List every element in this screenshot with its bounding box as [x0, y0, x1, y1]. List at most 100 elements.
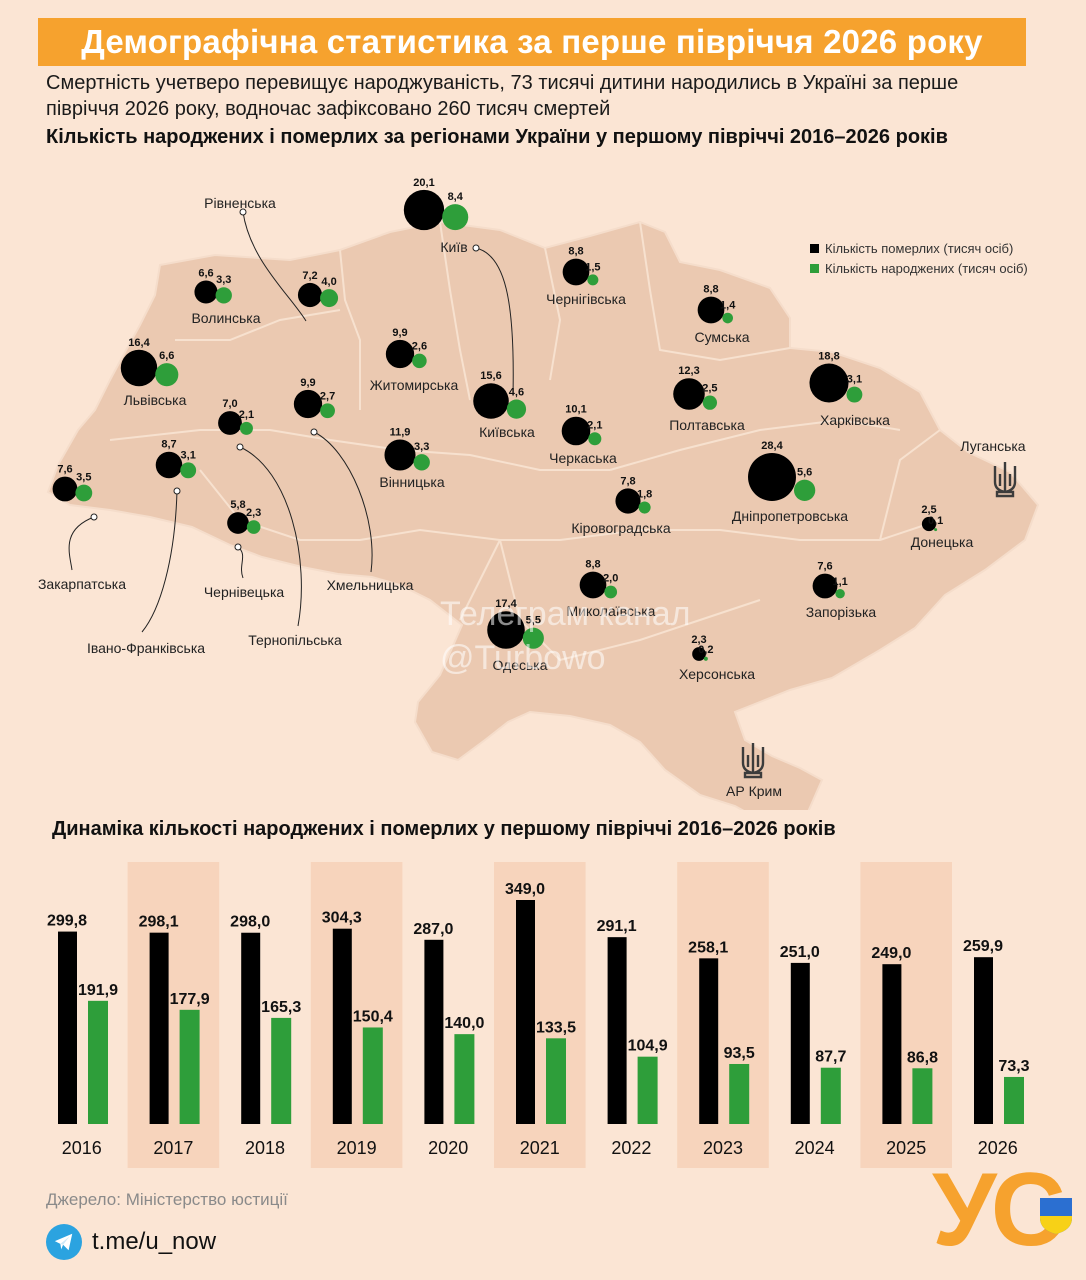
bar-deaths-2017	[149, 932, 169, 1124]
region-3-deaths-label: 8,8	[568, 246, 583, 258]
region-17-births-bubble	[246, 520, 261, 534]
region-23-deaths-bubble	[812, 573, 838, 599]
region-19-deaths-bubble	[748, 453, 796, 501]
region-3-deaths-bubble	[562, 258, 590, 286]
region-18-births-bubble	[638, 501, 651, 514]
region-15-leader-dot	[90, 513, 98, 521]
bar-births-label-2018: 165,3	[261, 999, 301, 1016]
source-note: Джерело: Міністерство юстиції	[46, 1190, 288, 1209]
region-5-births-label: 6,6	[159, 350, 174, 362]
region-11-name: Хмельницька	[327, 577, 414, 593]
region-17-leader-line	[237, 546, 244, 579]
region-15-deaths-label: 7,6	[57, 464, 72, 476]
region-0-births-bubble	[215, 287, 232, 304]
region-8-name: Полтавська	[669, 417, 745, 433]
region-19-deaths-label: 28,4	[761, 440, 783, 452]
region-7-births-bubble	[506, 399, 527, 419]
bar-births-2026	[1004, 1076, 1024, 1124]
region-11-births-label: 2,7	[320, 390, 335, 402]
region-1-leader-dot	[239, 208, 247, 216]
region-5-name: Львівська	[124, 392, 187, 408]
region-1-births-bubble	[320, 289, 339, 308]
telegram-link[interactable]: t.me/u_now	[46, 1224, 216, 1260]
region-10-births-label: 2,1	[239, 409, 254, 421]
telegram-link-text[interactable]: t.me/u_now	[92, 1228, 217, 1255]
bar-category-label-2023: 2023	[703, 1138, 743, 1158]
region-16-births-label: 3,1	[181, 449, 196, 461]
bar-group-bg-2019	[310, 862, 403, 1168]
region-15-births-label: 3,5	[76, 472, 91, 484]
bar-category-label-2017: 2017	[153, 1138, 193, 1158]
region-9-name: Харківська	[820, 412, 890, 428]
region-8-deaths-label: 12,3	[678, 365, 699, 377]
region-22-deaths-label: 17,4	[495, 598, 517, 610]
bar-births-2016	[88, 1000, 108, 1124]
bar-category-label-2020: 2020	[428, 1138, 468, 1158]
region-22-births-bubble	[522, 627, 544, 649]
bar-births-2019	[362, 1027, 383, 1124]
region-10-leader-dot	[236, 443, 244, 451]
luhansk-trident-icon	[993, 462, 1017, 498]
region-9-births-label: 3,1	[847, 374, 862, 386]
region-1-deaths-bubble	[297, 282, 323, 308]
region-9-deaths-label: 18,8	[818, 350, 839, 362]
region-9-births-bubble	[846, 386, 863, 403]
region-17-deaths-label: 5,8	[230, 499, 245, 511]
region-15-name: Закарпатська	[38, 576, 126, 592]
region-11-leader-line	[313, 431, 373, 573]
region-0-births-label: 3,3	[216, 274, 231, 286]
region-21-births-label: 2,0	[603, 573, 618, 585]
region-13-births-bubble	[588, 432, 602, 446]
bar-deaths-2022	[607, 937, 627, 1124]
region-1-births-label: 4,0	[321, 276, 336, 288]
legend-swatch-deaths	[810, 243, 819, 253]
region-10-leader-line	[239, 446, 302, 627]
bar-deaths-2019	[332, 928, 352, 1124]
region-16-deaths-bubble	[155, 451, 183, 479]
region-12-name: Вінницька	[379, 474, 444, 490]
bar-births-label-2020: 140,0	[444, 1015, 484, 1032]
region-22-deaths-bubble	[487, 611, 525, 649]
region-20-deaths-label: 2,5	[921, 504, 936, 516]
region-3-name: Чернігівська	[546, 291, 626, 307]
region-19-name: Дніпропетровська	[732, 508, 848, 524]
page-subtitle: Смертність учетверо перевищує народжуван…	[46, 72, 959, 120]
bar-deaths-label-2016: 299,8	[47, 913, 87, 930]
region-17-name: Чернівецька	[204, 584, 285, 600]
bar-chart-title: Динаміка кількості народжених і померлих…	[52, 818, 836, 840]
region-20-deaths-bubble	[921, 516, 937, 532]
region-11-births-bubble	[320, 403, 335, 419]
region-4-births-label: 1,4	[720, 300, 736, 312]
region-15-leader-line	[68, 516, 95, 571]
region-13-deaths-bubble	[561, 416, 591, 446]
region-0-deaths-label: 6,6	[198, 267, 213, 279]
ukraine-map: 6,63,3Волинська7,24,0Рівненська20,18,4Ки…	[38, 177, 1040, 810]
region-14-name: Луганська	[960, 438, 1025, 454]
region-5-deaths-label: 16,4	[128, 337, 150, 349]
region-3-births-label: 1,5	[585, 261, 600, 273]
bar-births-label-2019: 150,4	[353, 1008, 393, 1025]
bar-births-label-2023: 93,5	[724, 1045, 755, 1062]
bar-deaths-2020	[424, 939, 444, 1124]
region-16-leader-dot	[173, 487, 181, 495]
region-11-deaths-bubble	[293, 389, 323, 419]
region-9-deaths-bubble	[809, 363, 849, 403]
region-21-name: Миколаївська	[567, 603, 656, 619]
region-1-leader-line	[242, 211, 307, 322]
region-21-births-bubble	[604, 585, 618, 599]
map-chart-title: Кількість народжених і померлих за регіо…	[46, 126, 948, 148]
region-18-name: Кіровоградська	[571, 520, 670, 536]
region-4-deaths-bubble	[697, 296, 725, 324]
bar-births-2018	[271, 1017, 292, 1124]
shield-icon	[1040, 1198, 1072, 1234]
region-7-deaths-bubble	[473, 383, 509, 419]
region-13-deaths-label: 10,1	[565, 404, 586, 416]
region-17-leader-dot	[234, 543, 242, 551]
region-24-deaths-label: 2,3	[691, 634, 706, 646]
legend-item-births: Кількість народжених (тисяч осіб)	[810, 258, 1028, 278]
bar-category-label-2018: 2018	[245, 1138, 285, 1158]
region-5-deaths-bubble	[120, 349, 158, 387]
bar-category-label-2019: 2019	[337, 1138, 377, 1158]
bar-group-bg-2023	[677, 862, 769, 1168]
region-11-deaths-label: 9,9	[300, 377, 315, 389]
